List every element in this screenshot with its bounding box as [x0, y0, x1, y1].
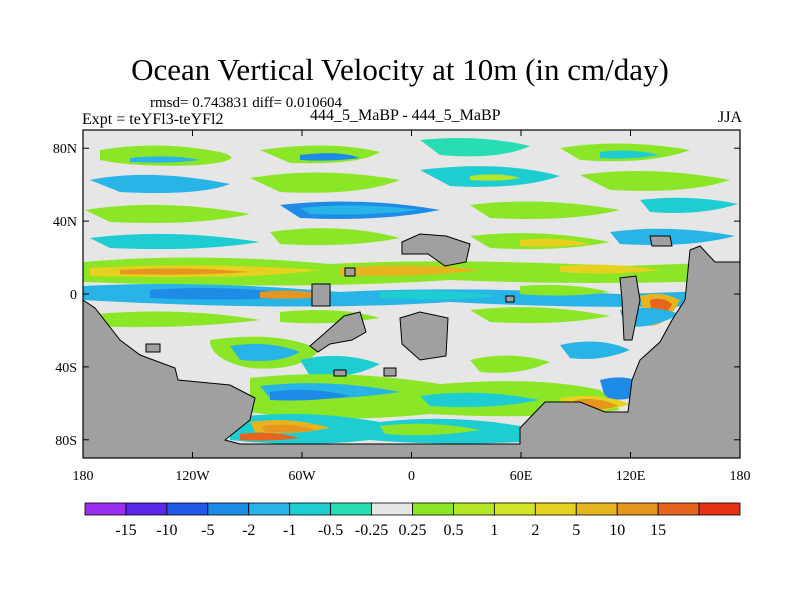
colorbar-swatch: [84, 502, 127, 516]
colorbar-swatch: [125, 502, 168, 516]
lon-tick-label: 180: [73, 469, 94, 484]
colorbar-swatch: [575, 502, 618, 516]
colorbar-label: 5: [572, 522, 580, 539]
colorbar-label: 0.5: [443, 522, 463, 539]
lon-tick-label: 60E: [510, 469, 533, 484]
run-comparison-label: 444_5_MaBP - 444_5_MaBP: [310, 107, 501, 124]
colorbar: -15 -10 -5 -2 -1 -0.5 -0.25 0.25 0.5 1 2 5 10 15: [84, 502, 741, 539]
colorbar-label: 2: [531, 522, 539, 539]
experiment-label: Expt = teYFl3-teYFl2: [82, 111, 224, 128]
colorbar-label: 1: [490, 522, 498, 539]
velocity-field: [83, 138, 740, 444]
season-label: JJA: [717, 109, 742, 126]
colorbar-swatch: [412, 502, 454, 516]
map-area: [83, 130, 740, 458]
axis-ticks: 180 120W 60W 0 60E 120E 180 80N 40N 0 40S 80S: [53, 130, 751, 484]
colorbar-swatch: [248, 502, 291, 516]
land-masks: [83, 233, 740, 458]
colorbar-label: -15: [115, 522, 136, 539]
lat-tick-label: 80S: [55, 434, 77, 449]
colorbar-label: -5: [201, 522, 214, 539]
stats-line: rmsd= 0.743831 diff= 0.010604: [150, 95, 343, 111]
colorbar-swatch: [698, 502, 741, 516]
colorbar-label: 0.25: [399, 522, 427, 539]
colorbar-label: 10: [609, 522, 625, 539]
colorbar-swatch: [330, 502, 372, 516]
colorbar-swatch: [534, 502, 577, 516]
colorbar-swatch: [453, 502, 495, 516]
lon-tick-label: 180: [730, 469, 751, 484]
colorbar-label: -0.5: [318, 522, 343, 539]
colorbar-label: -0.25: [355, 522, 388, 539]
colorbar-swatch: [371, 502, 413, 516]
colorbar-swatch: [166, 502, 209, 516]
colorbar-label: -10: [156, 522, 177, 539]
lat-tick-label: 80N: [53, 142, 77, 157]
lon-tick-label: 60W: [288, 469, 316, 484]
colorbar-label: -2: [242, 522, 255, 539]
colorbar-swatch: [493, 502, 536, 516]
lat-tick-label: 0: [70, 288, 77, 303]
colorbar-swatch: [616, 502, 659, 516]
colorbar-swatch: [289, 502, 332, 516]
colorbar-label: 15: [650, 522, 666, 539]
colorbar-swatch: [207, 502, 250, 516]
colorbar-label: -1: [283, 522, 296, 539]
chart-title: Ocean Vertical Velocity at 10m (in cm/da…: [131, 52, 669, 87]
colorbar-swatch: [657, 502, 700, 516]
lat-tick-label: 40N: [53, 215, 77, 230]
lon-tick-label: 120W: [175, 469, 210, 484]
lon-tick-label: 120E: [616, 469, 646, 484]
lat-tick-label: 40S: [55, 361, 77, 376]
lon-tick-label: 0: [408, 469, 415, 484]
